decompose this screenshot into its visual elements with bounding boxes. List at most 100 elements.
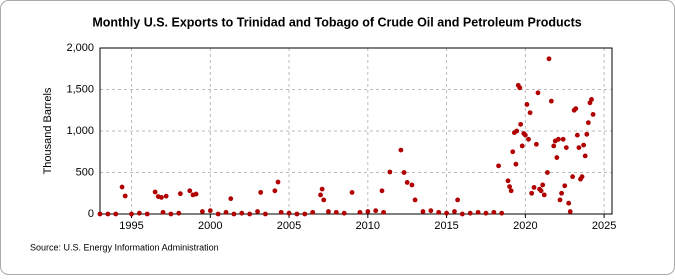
point bbox=[559, 190, 564, 196]
point bbox=[302, 211, 308, 217]
point bbox=[228, 196, 234, 202]
point bbox=[373, 208, 379, 214]
point bbox=[122, 193, 128, 199]
point bbox=[365, 209, 371, 214]
point bbox=[404, 180, 410, 185]
point bbox=[467, 210, 473, 216]
point bbox=[589, 97, 594, 102]
point bbox=[255, 209, 260, 214]
point bbox=[105, 211, 111, 217]
point bbox=[556, 136, 561, 142]
point bbox=[582, 153, 588, 159]
point bbox=[563, 145, 569, 151]
point bbox=[567, 209, 573, 214]
point bbox=[574, 132, 580, 138]
point bbox=[548, 98, 554, 104]
point bbox=[560, 136, 566, 142]
point bbox=[310, 209, 316, 215]
y-tick-label: 1,000 bbox=[66, 125, 94, 137]
point bbox=[177, 191, 183, 197]
point bbox=[576, 145, 582, 151]
point bbox=[349, 190, 355, 195]
point bbox=[401, 170, 407, 175]
point bbox=[263, 211, 268, 217]
point bbox=[272, 188, 278, 194]
point bbox=[275, 179, 281, 185]
point bbox=[381, 209, 386, 215]
point bbox=[387, 169, 393, 175]
point bbox=[510, 149, 516, 155]
point bbox=[551, 143, 557, 149]
x-tick-label: 1995 bbox=[119, 220, 143, 232]
source: Source: U.S. Energy Information Administ… bbox=[30, 242, 219, 252]
point bbox=[97, 211, 103, 217]
point bbox=[491, 209, 497, 215]
point bbox=[144, 211, 150, 217]
point bbox=[524, 102, 530, 107]
point bbox=[409, 182, 415, 188]
x-tick-label: 2005 bbox=[277, 220, 301, 232]
point bbox=[541, 192, 547, 198]
point bbox=[113, 211, 119, 217]
point bbox=[319, 186, 325, 192]
y-tick-label: 1,500 bbox=[66, 83, 94, 95]
point bbox=[341, 210, 347, 216]
point bbox=[223, 209, 229, 215]
point bbox=[538, 188, 544, 194]
point bbox=[527, 110, 533, 116]
point bbox=[357, 209, 363, 215]
point bbox=[239, 210, 245, 216]
point bbox=[286, 210, 292, 216]
point bbox=[159, 195, 164, 200]
point bbox=[455, 197, 461, 203]
point bbox=[518, 121, 524, 127]
point bbox=[119, 184, 125, 190]
point bbox=[546, 56, 552, 62]
point bbox=[187, 188, 193, 194]
y-tick-label: 500 bbox=[76, 166, 94, 178]
point bbox=[412, 197, 418, 203]
y-axis-label: Thousand Barrels bbox=[42, 87, 54, 174]
point bbox=[540, 182, 546, 188]
point bbox=[129, 211, 134, 217]
point bbox=[168, 211, 174, 217]
point bbox=[585, 120, 591, 126]
point bbox=[531, 185, 537, 190]
point bbox=[420, 209, 426, 214]
point bbox=[566, 200, 572, 206]
point bbox=[333, 209, 339, 215]
point bbox=[496, 163, 501, 169]
point bbox=[193, 191, 199, 197]
point bbox=[519, 143, 525, 149]
point bbox=[452, 209, 457, 214]
point bbox=[535, 90, 541, 96]
point bbox=[398, 147, 404, 153]
point bbox=[505, 178, 511, 184]
point bbox=[507, 184, 512, 190]
point bbox=[215, 211, 221, 217]
point bbox=[475, 209, 481, 215]
point bbox=[258, 190, 264, 195]
point bbox=[326, 209, 331, 214]
point bbox=[526, 136, 531, 142]
point bbox=[579, 174, 585, 180]
point bbox=[529, 190, 535, 196]
point bbox=[499, 210, 505, 216]
point bbox=[163, 193, 169, 199]
point bbox=[545, 170, 550, 175]
point bbox=[278, 209, 284, 215]
y-tick-label: 2,000 bbox=[66, 42, 94, 54]
point bbox=[483, 210, 489, 216]
point bbox=[517, 85, 523, 91]
point bbox=[557, 197, 563, 203]
x-tick-label: 2010 bbox=[356, 220, 380, 232]
point bbox=[522, 132, 528, 138]
x-tick-label: 2015 bbox=[434, 220, 458, 232]
point bbox=[207, 208, 213, 214]
plot-border bbox=[99, 47, 613, 215]
point bbox=[562, 183, 568, 189]
point bbox=[321, 197, 327, 203]
